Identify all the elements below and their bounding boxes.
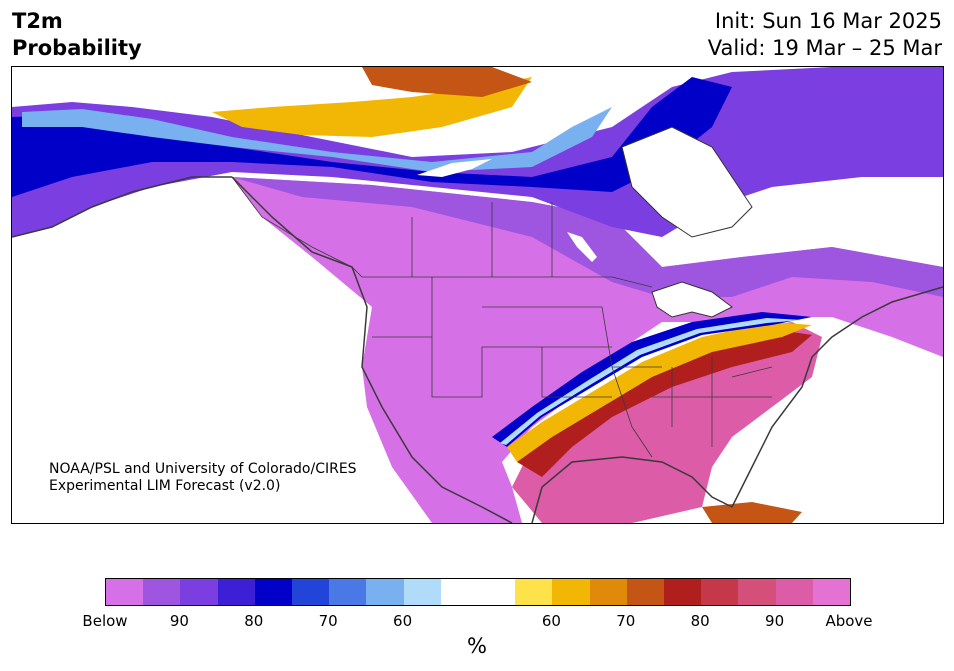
colorbar-swatch [738, 579, 776, 605]
colorbar-tick-label: 70 [616, 612, 636, 630]
colorbar-swatch [515, 579, 553, 605]
cold-band-north-light [22, 107, 612, 172]
colorbar-tick-label: 70 [318, 612, 338, 630]
credit-text: NOAA/PSL and University of Colorado/CIRE… [49, 461, 357, 495]
colorbar-swatch [812, 579, 851, 605]
colorbar-swatch [217, 579, 255, 605]
colorbar-tick-label: Above [825, 612, 873, 630]
colorbar-swatch [329, 579, 367, 605]
colorbar-unit: % [467, 634, 487, 658]
coastline [12, 176, 943, 523]
colorbar-tick-label: 90 [169, 612, 189, 630]
colorbar [105, 578, 851, 606]
colorbar-swatch [701, 579, 739, 605]
colorbar-swatch [106, 579, 144, 605]
warm-patch-arctic [362, 67, 532, 97]
colorbar-swatch [180, 579, 218, 605]
great-slave-lake [417, 159, 492, 177]
caribbean-warm [702, 502, 802, 523]
variable-title: T2m [12, 9, 63, 33]
colorbar-swatch [254, 579, 293, 605]
colorbar-tick-label: 60 [541, 612, 561, 630]
lake-winnipeg [567, 232, 597, 262]
colorbar-tick-label: 90 [765, 612, 785, 630]
colorbar-tick-label: 80 [690, 612, 710, 630]
warm-band-southeast [512, 322, 822, 523]
colorbar-swatch [440, 579, 479, 605]
colorbar-swatch [589, 579, 627, 605]
colorbar-swatch [664, 579, 702, 605]
colorbar-swatch [478, 579, 516, 605]
credit-line-1: NOAA/PSL and University of Colorado/CIRE… [49, 461, 357, 477]
date-info: Init: Sun 16 Mar 2025 Valid: 19 Mar – 25… [708, 8, 942, 62]
warm-band-southeast-orange [507, 322, 812, 462]
great-lakes [651, 281, 733, 318]
colorbar-tick-label: 80 [244, 612, 264, 630]
subtitle: Probability [12, 36, 142, 60]
valid-date: Valid: 19 Mar – 25 Mar [707, 36, 942, 60]
probability-map [11, 66, 944, 524]
below-normal-band-1 [232, 177, 943, 297]
transition-band-blue [492, 312, 812, 447]
colorbar-swatch [143, 579, 181, 605]
map-svg [12, 67, 943, 523]
borders [231, 176, 773, 458]
colorbar-tick-label: 60 [393, 612, 413, 630]
warm-band-southeast-red [517, 329, 812, 477]
colorbar-swatch [403, 579, 441, 605]
colorbar-swatch [626, 579, 665, 605]
colorbar-tick-label: Below [82, 612, 128, 630]
init-date: Init: Sun 16 Mar 2025 [714, 9, 942, 33]
colorbar-swatch [775, 579, 813, 605]
colorbar-swatch [292, 579, 330, 605]
map-title: T2m Probability [12, 8, 142, 62]
credit-line-2: Experimental LIM Forecast (v2.0) [49, 478, 281, 494]
colorbar-swatch [552, 579, 590, 605]
colorbar-swatch [366, 579, 404, 605]
hudson-bay [621, 126, 753, 238]
